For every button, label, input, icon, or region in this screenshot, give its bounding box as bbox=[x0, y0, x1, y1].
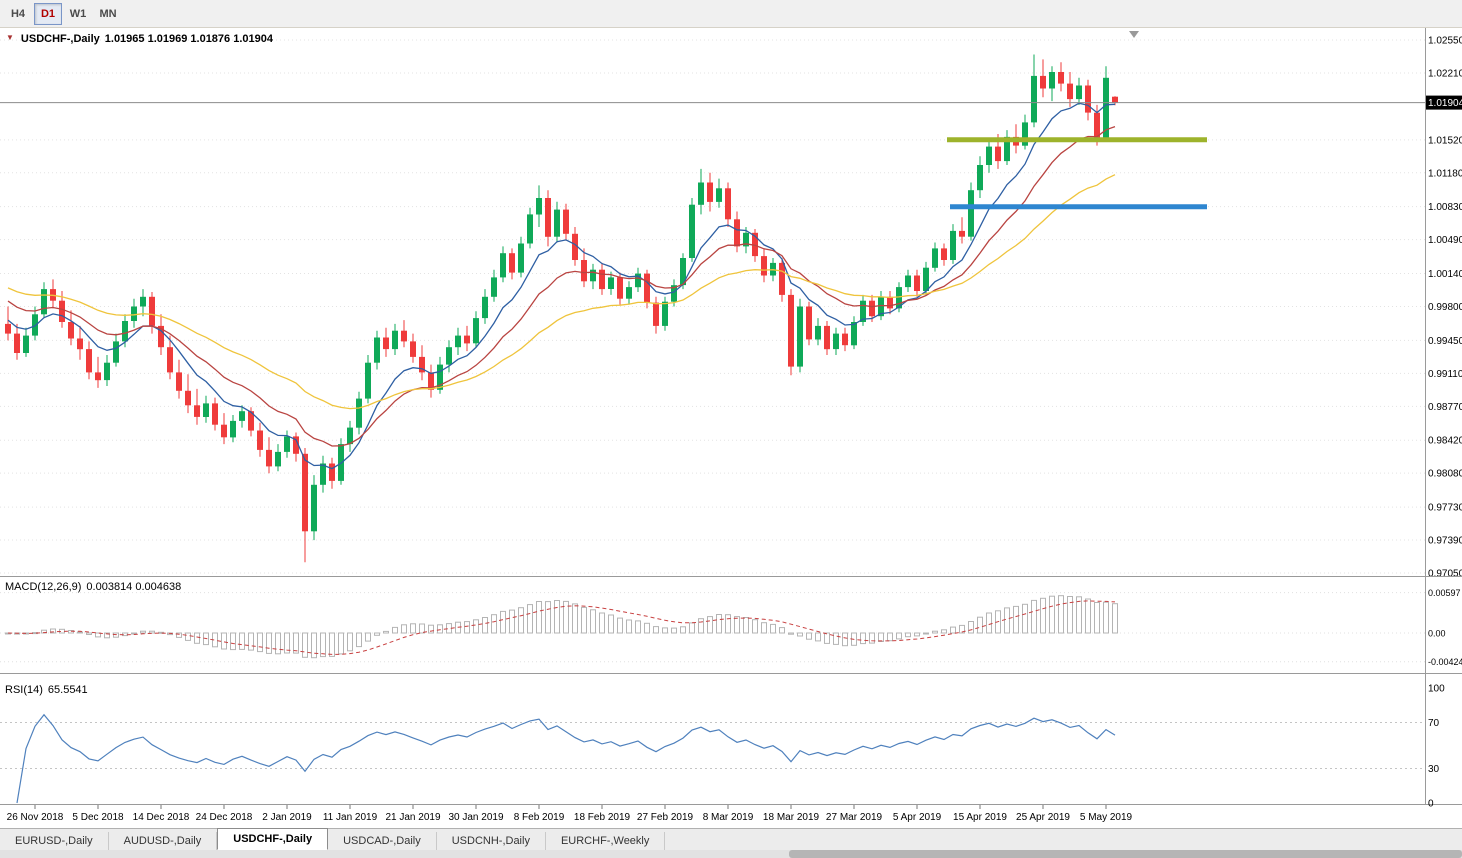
tab-usdcad-daily[interactable]: USDCAD-,Daily bbox=[328, 832, 437, 850]
chart-shift-marker-icon bbox=[1129, 31, 1139, 38]
svg-text:1.02550: 1.02550 bbox=[1428, 36, 1462, 47]
macd-values: 0.003814 0.004638 bbox=[86, 581, 182, 593]
rsi-value: 65.5541 bbox=[47, 684, 88, 696]
svg-text:1.01520: 1.01520 bbox=[1428, 135, 1462, 146]
svg-text:100: 100 bbox=[1428, 684, 1445, 695]
svg-text:5 Dec 2018: 5 Dec 2018 bbox=[72, 812, 124, 823]
tab-eurchf-weekly[interactable]: EURCHF-,Weekly bbox=[546, 832, 666, 850]
svg-text:30: 30 bbox=[1428, 764, 1440, 775]
svg-text:8 Mar 2019: 8 Mar 2019 bbox=[703, 812, 754, 823]
rsi-panel: 100 70 30 0 bbox=[0, 684, 1445, 810]
svg-text:-0.004243: -0.004243 bbox=[1428, 657, 1462, 667]
timeframe-toolbar: H4 D1 W1 MN bbox=[0, 0, 1462, 28]
svg-text:30 Jan 2019: 30 Jan 2019 bbox=[448, 812, 503, 823]
chart-tabs: EURUSD-,Daily AUDUSD-,Daily USDCHF-,Daily U… bbox=[0, 828, 1462, 850]
scrollbar-thumb[interactable] bbox=[789, 850, 1462, 858]
svg-text:0.98080: 0.98080 bbox=[1428, 469, 1462, 480]
svg-text:70: 70 bbox=[1428, 718, 1440, 729]
horizontal-level-lines[interactable] bbox=[947, 137, 1207, 210]
svg-text:0.99110: 0.99110 bbox=[1428, 369, 1462, 380]
svg-text:1.01180: 1.01180 bbox=[1428, 168, 1462, 179]
bid-price-badge bbox=[1426, 95, 1462, 110]
moving-average-lines bbox=[7, 102, 1116, 470]
svg-text:0.99450: 0.99450 bbox=[1428, 336, 1462, 347]
svg-text:0.99800: 0.99800 bbox=[1428, 302, 1462, 313]
svg-text:27 Mar 2019: 27 Mar 2019 bbox=[826, 812, 883, 823]
macd-signal-line bbox=[7, 600, 1116, 655]
svg-text:5 May 2019: 5 May 2019 bbox=[1080, 812, 1133, 823]
svg-text:24 Dec 2018: 24 Dec 2018 bbox=[196, 812, 253, 823]
horizontal-scrollbar[interactable] bbox=[0, 850, 1462, 858]
svg-text:11 Jan 2019: 11 Jan 2019 bbox=[323, 812, 378, 823]
svg-text:0.00597: 0.00597 bbox=[1428, 588, 1461, 598]
date-axis[interactable]: 26 Nov 2018 5 Dec 2018 14 Dec 2018 24 Dec 2… bbox=[7, 805, 1133, 823]
svg-text:5 Apr 2019: 5 Apr 2019 bbox=[893, 812, 942, 823]
svg-text:0.98420: 0.98420 bbox=[1428, 436, 1462, 447]
price-gridlines bbox=[0, 39, 1425, 574]
svg-text:1.00830: 1.00830 bbox=[1428, 202, 1462, 213]
svg-text:18 Mar 2019: 18 Mar 2019 bbox=[763, 812, 820, 823]
svg-text:0.98770: 0.98770 bbox=[1428, 402, 1462, 413]
svg-text:1.01904: 1.01904 bbox=[1428, 98, 1462, 109]
svg-text:21 Jan 2019: 21 Jan 2019 bbox=[385, 812, 440, 823]
svg-text:8 Feb 2019: 8 Feb 2019 bbox=[514, 812, 565, 823]
svg-text:1.02210: 1.02210 bbox=[1428, 68, 1462, 79]
tab-eurusd-daily[interactable]: EURUSD-,Daily bbox=[0, 832, 109, 850]
svg-text:25 Apr 2019: 25 Apr 2019 bbox=[1016, 812, 1070, 823]
chart-canvas[interactable]: 1.02550 1.02210 1.01520 1.01180 1.00830 1.004… bbox=[0, 28, 1462, 828]
macd-panel: 0.00597 0.00 -0.004243 bbox=[0, 588, 1462, 667]
chart-ohlc-values: 1.01965 1.01969 1.01876 1.01904 bbox=[104, 33, 273, 45]
svg-text:1.00140: 1.00140 bbox=[1428, 269, 1462, 280]
price-axis[interactable]: 1.02550 1.02210 1.01520 1.01180 1.00830 1.004… bbox=[1426, 36, 1462, 580]
ma-slow-yellow bbox=[7, 174, 1116, 410]
timeframe-button-w1[interactable]: W1 bbox=[69, 7, 87, 20]
svg-text:14 Dec 2018: 14 Dec 2018 bbox=[133, 812, 190, 823]
timeframe-button-d1[interactable]: D1 bbox=[34, 2, 62, 25]
svg-text:18 Feb 2019: 18 Feb 2019 bbox=[574, 812, 631, 823]
tab-audusd-daily[interactable]: AUDUSD-,Daily bbox=[109, 832, 218, 850]
tab-usdcnh-daily[interactable]: USDCNH-,Daily bbox=[437, 832, 546, 850]
macd-header: MACD(12,26,9) 0.003814 0.004638 bbox=[5, 581, 181, 593]
rsi-header: RSI(14) 65.5541 bbox=[5, 684, 88, 696]
tab-usdchf-daily[interactable]: USDCHF-,Daily bbox=[217, 828, 329, 850]
svg-text:27 Feb 2019: 27 Feb 2019 bbox=[637, 812, 694, 823]
svg-text:0.97390: 0.97390 bbox=[1428, 536, 1462, 547]
symbol-marker-icon: ▼ bbox=[6, 33, 14, 42]
svg-text:0: 0 bbox=[1428, 799, 1434, 810]
svg-text:0.00: 0.00 bbox=[1428, 629, 1446, 639]
chart-symbol-label: USDCHF-,Daily bbox=[20, 33, 100, 45]
rsi-label: RSI(14) bbox=[5, 684, 43, 696]
timeframe-button-h4[interactable]: H4 bbox=[10, 7, 26, 20]
svg-text:0.97050: 0.97050 bbox=[1428, 569, 1462, 580]
macd-label: MACD(12,26,9) bbox=[5, 581, 82, 593]
ma-fast-blue bbox=[7, 102, 1116, 470]
svg-text:0.97730: 0.97730 bbox=[1428, 503, 1462, 514]
chart-header: ▼ USDCHF-,Daily 1.01965 1.01969 1.01876 1.… bbox=[6, 33, 273, 45]
svg-text:1.00490: 1.00490 bbox=[1428, 235, 1462, 246]
svg-text:15 Apr 2019: 15 Apr 2019 bbox=[953, 812, 1007, 823]
timeframe-button-mn[interactable]: MN bbox=[99, 7, 117, 20]
rsi-line bbox=[16, 713, 1116, 804]
svg-text:2 Jan 2019: 2 Jan 2019 bbox=[262, 812, 312, 823]
svg-text:26 Nov 2018: 26 Nov 2018 bbox=[7, 812, 64, 823]
